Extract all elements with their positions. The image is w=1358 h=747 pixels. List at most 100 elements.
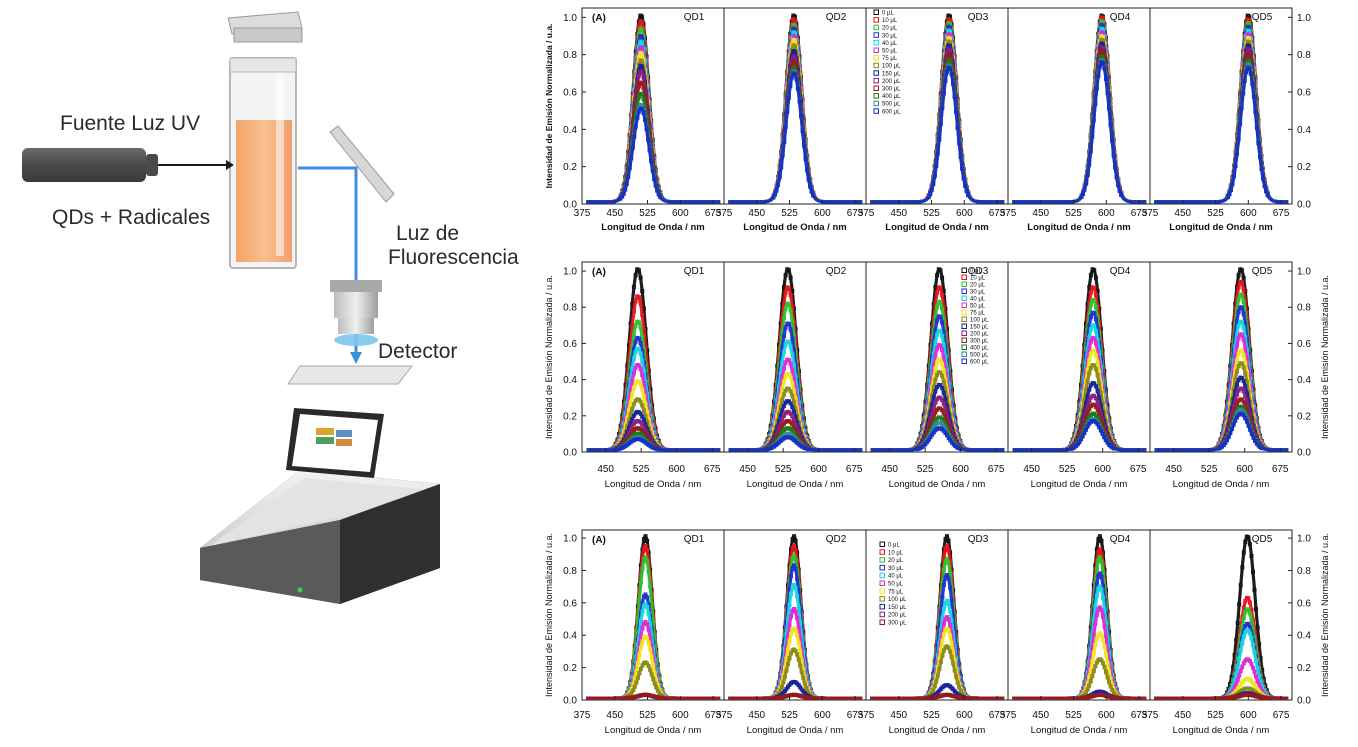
x-tick-label: 600: [814, 208, 831, 219]
x-axis-label: Longitud de Onda / nm: [605, 725, 702, 736]
y-tick-label-right: 0.4: [1297, 125, 1311, 136]
y-tick-label-left: 1.0: [563, 267, 577, 278]
y-tick-label-left: 0.0: [563, 200, 577, 211]
x-tick-label: 600: [956, 208, 973, 219]
x-tick-label: 600: [1240, 208, 1257, 219]
y-tick-label-right: 0.4: [1297, 375, 1311, 386]
panel-frame: [1150, 262, 1292, 452]
x-tick-label: 375: [574, 710, 591, 721]
y-tick-label-right: 0.2: [1297, 411, 1311, 422]
x-tick-label: 525: [781, 208, 798, 219]
legend-entry: 200 μL: [970, 332, 989, 338]
qd-label: QD4: [1110, 266, 1131, 277]
panel-tag: (A): [592, 13, 606, 24]
x-tick-label: 375: [716, 710, 733, 721]
qd-label: QD5: [1252, 12, 1273, 23]
legend-entry: 400 μL: [882, 94, 901, 100]
x-tick-label: 525: [1059, 464, 1076, 475]
y-tick-label-left: 0.6: [563, 339, 577, 350]
x-axis-label: Longitud de Onda / nm: [889, 479, 986, 490]
legend-entry: 20 μL: [970, 283, 986, 289]
qd-label: QD2: [826, 534, 847, 545]
y-tick-label-right: 0.2: [1297, 162, 1311, 173]
x-tick-label: 525: [1201, 464, 1218, 475]
x-tick-label: 675: [704, 464, 721, 475]
x-axis-label: Longitud de Onda / nm: [1169, 222, 1272, 233]
y-tick-label-right: 1.0: [1297, 267, 1311, 278]
legend-entry: 0 μL: [882, 11, 894, 17]
x-tick-label: 450: [606, 208, 623, 219]
y-tick-label-left: 0.0: [563, 448, 577, 459]
y-tick-label-right: 0.6: [1297, 88, 1311, 99]
y-tick-label-left: 0.8: [563, 50, 577, 61]
qd-label: QD1: [684, 534, 705, 545]
x-tick-label: 450: [748, 208, 765, 219]
x-tick-label: 525: [1207, 208, 1224, 219]
legend-entry: 300 μL: [882, 87, 901, 93]
x-axis-label: Longitud de Onda / nm: [605, 479, 702, 490]
x-tick-label: 600: [672, 710, 689, 721]
legend-entry: 600 μL: [882, 109, 901, 115]
x-tick-label: 450: [606, 710, 623, 721]
qd-label: QD4: [1110, 12, 1131, 23]
legend-entry: 20 μL: [882, 26, 898, 32]
legend-entry: 500 μL: [882, 102, 901, 108]
legend-entry: 30 μL: [882, 33, 898, 39]
legend-entry: 10 μL: [970, 276, 986, 282]
qd-label: QD2: [826, 266, 847, 277]
x-tick-label: 675: [1272, 464, 1289, 475]
x-tick-label: 450: [881, 464, 898, 475]
x-tick-label: 600: [1094, 464, 1111, 475]
y-tick-label-right: 0.6: [1297, 339, 1311, 350]
y-tick-label-right: 0.0: [1297, 448, 1311, 459]
x-tick-label: 675: [988, 464, 1005, 475]
legend-entry: 50 μL: [970, 304, 986, 310]
x-tick-label: 525: [1065, 208, 1082, 219]
legend-entry: 40 μL: [882, 41, 898, 47]
x-tick-label: 600: [952, 464, 969, 475]
x-tick-label: 525: [781, 710, 798, 721]
legend-entry: 100 μL: [882, 64, 901, 70]
x-tick-label: 525: [639, 208, 656, 219]
qd-label: QD2: [826, 12, 847, 23]
x-tick-label: 450: [739, 464, 756, 475]
legend-entry: 400 μL: [970, 346, 989, 352]
x-axis-label: Longitud de Onda / nm: [885, 222, 988, 233]
legend-entry: 30 μL: [970, 290, 986, 296]
legend-entry: 150 μL: [882, 71, 901, 77]
legend-entry: 40 μL: [970, 297, 986, 303]
legend-entry: 100 μL: [970, 318, 989, 324]
qd-label: QD1: [684, 12, 705, 23]
legend-entry: 200 μL: [882, 79, 901, 85]
x-tick-label: 600: [1098, 208, 1115, 219]
x-tick-label: 600: [814, 710, 831, 721]
x-tick-label: 375: [716, 208, 733, 219]
panel-tag: (A): [592, 535, 606, 546]
y-tick-label-left: 0.2: [563, 162, 577, 173]
panel-frame: [1150, 8, 1292, 204]
x-tick-label: 375: [858, 208, 875, 219]
y-axis-label-right: Intensidad de Emisión Normalizada / u.a.: [1320, 275, 1330, 439]
x-tick-label: 450: [890, 208, 907, 219]
x-tick-label: 450: [1165, 464, 1182, 475]
y-tick-label-left: 0.4: [563, 375, 577, 386]
qd-label: QD5: [1252, 266, 1273, 277]
x-axis-label: Longitud de Onda / nm: [743, 222, 846, 233]
x-axis-label: Longitud de Onda / nm: [601, 222, 704, 233]
y-tick-label-left: 0.2: [563, 411, 577, 422]
legend-entry: 600 μL: [970, 360, 989, 366]
x-tick-label: 450: [748, 710, 765, 721]
x-tick-label: 600: [672, 208, 689, 219]
y-tick-label-left: 0.6: [563, 88, 577, 99]
x-tick-label: 525: [917, 464, 934, 475]
